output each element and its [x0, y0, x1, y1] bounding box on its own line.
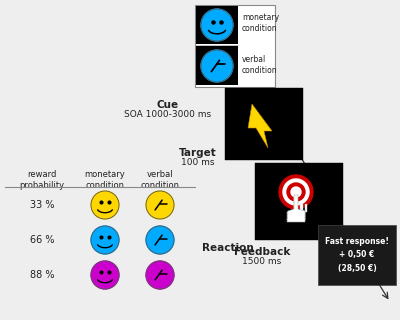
- FancyBboxPatch shape: [195, 5, 275, 87]
- Text: 100 ms: 100 ms: [181, 158, 215, 167]
- Circle shape: [291, 187, 301, 197]
- Circle shape: [91, 191, 119, 219]
- Circle shape: [201, 9, 233, 41]
- Circle shape: [287, 183, 305, 201]
- Circle shape: [279, 175, 313, 209]
- Circle shape: [146, 226, 174, 254]
- Text: monetary
condition: monetary condition: [242, 12, 279, 33]
- FancyBboxPatch shape: [255, 163, 343, 240]
- Text: SOA 1000-3000 ms: SOA 1000-3000 ms: [124, 110, 212, 119]
- Circle shape: [201, 50, 233, 82]
- Text: verbal
condition: verbal condition: [140, 170, 180, 190]
- Text: Fast response!
+ 0,50 €
(28,50 €): Fast response! + 0,50 € (28,50 €): [325, 236, 389, 273]
- Text: monetary
condition: monetary condition: [85, 170, 125, 190]
- Text: 88 %: 88 %: [30, 270, 54, 280]
- Polygon shape: [248, 104, 272, 148]
- Text: reward
probability: reward probability: [20, 170, 64, 190]
- FancyBboxPatch shape: [196, 6, 238, 44]
- Text: 1500 ms: 1500 ms: [242, 257, 282, 266]
- Text: 66 %: 66 %: [30, 235, 54, 245]
- FancyBboxPatch shape: [225, 88, 303, 160]
- Polygon shape: [287, 196, 307, 220]
- Text: Cue: Cue: [157, 100, 179, 110]
- Polygon shape: [287, 195, 305, 222]
- FancyBboxPatch shape: [196, 46, 238, 85]
- Circle shape: [146, 191, 174, 219]
- Text: Reaction: Reaction: [202, 243, 254, 253]
- Text: Target: Target: [179, 148, 217, 158]
- Circle shape: [91, 226, 119, 254]
- Text: 33 %: 33 %: [30, 200, 54, 210]
- Circle shape: [283, 179, 309, 205]
- FancyBboxPatch shape: [318, 225, 396, 285]
- Text: Feedback: Feedback: [234, 247, 290, 257]
- Circle shape: [91, 261, 119, 289]
- Text: verbal
condition: verbal condition: [242, 55, 278, 76]
- Circle shape: [146, 261, 174, 289]
